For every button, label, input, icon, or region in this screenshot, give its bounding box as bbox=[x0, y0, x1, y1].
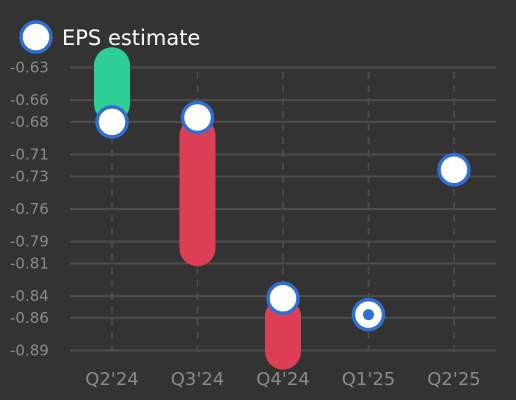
x-tick-label: Q3'24 bbox=[171, 369, 224, 390]
legend: EPS estimate bbox=[19, 20, 200, 54]
y-tick-label: -0.71 bbox=[10, 146, 49, 164]
y-tick-label: -0.81 bbox=[10, 254, 49, 272]
legend-marker bbox=[19, 20, 53, 54]
marker-layer bbox=[95, 100, 471, 332]
y-tick-label: -0.89 bbox=[10, 342, 49, 360]
y-tick-label: -0.63 bbox=[10, 58, 49, 76]
bar-layer bbox=[94, 47, 301, 370]
y-tick-label: -0.68 bbox=[10, 113, 49, 131]
x-tick-label: Q2'25 bbox=[427, 369, 480, 390]
y-tick-label: -0.76 bbox=[10, 200, 49, 218]
y-tick-label: -0.79 bbox=[10, 233, 49, 251]
eps-estimate-marker bbox=[266, 281, 300, 316]
eps-estimate-marker bbox=[95, 105, 129, 139]
y-tick-label: -0.84 bbox=[10, 287, 49, 305]
x-tick-label: Q2'24 bbox=[85, 369, 138, 390]
x-tick-label: Q4'24 bbox=[256, 369, 309, 390]
legend-label: EPS estimate bbox=[62, 26, 200, 50]
eps-estimate-marker bbox=[180, 100, 215, 135]
miss-bar bbox=[179, 117, 216, 267]
x-tick-label: Q1'25 bbox=[342, 369, 395, 390]
y-tick-label: -0.86 bbox=[10, 309, 49, 327]
miss-bar bbox=[265, 298, 301, 370]
eps-actual-dot bbox=[363, 309, 374, 321]
grid-layer: -0.63 -0.66 -0.68 -0.71 -0.73 -0.76 -0.79 -0.81… bbox=[10, 58, 496, 390]
y-tick-label: -0.73 bbox=[10, 167, 49, 185]
beat-bar bbox=[94, 47, 130, 122]
eps-estimate-marker bbox=[437, 153, 471, 187]
y-tick-label: -0.66 bbox=[10, 91, 49, 109]
